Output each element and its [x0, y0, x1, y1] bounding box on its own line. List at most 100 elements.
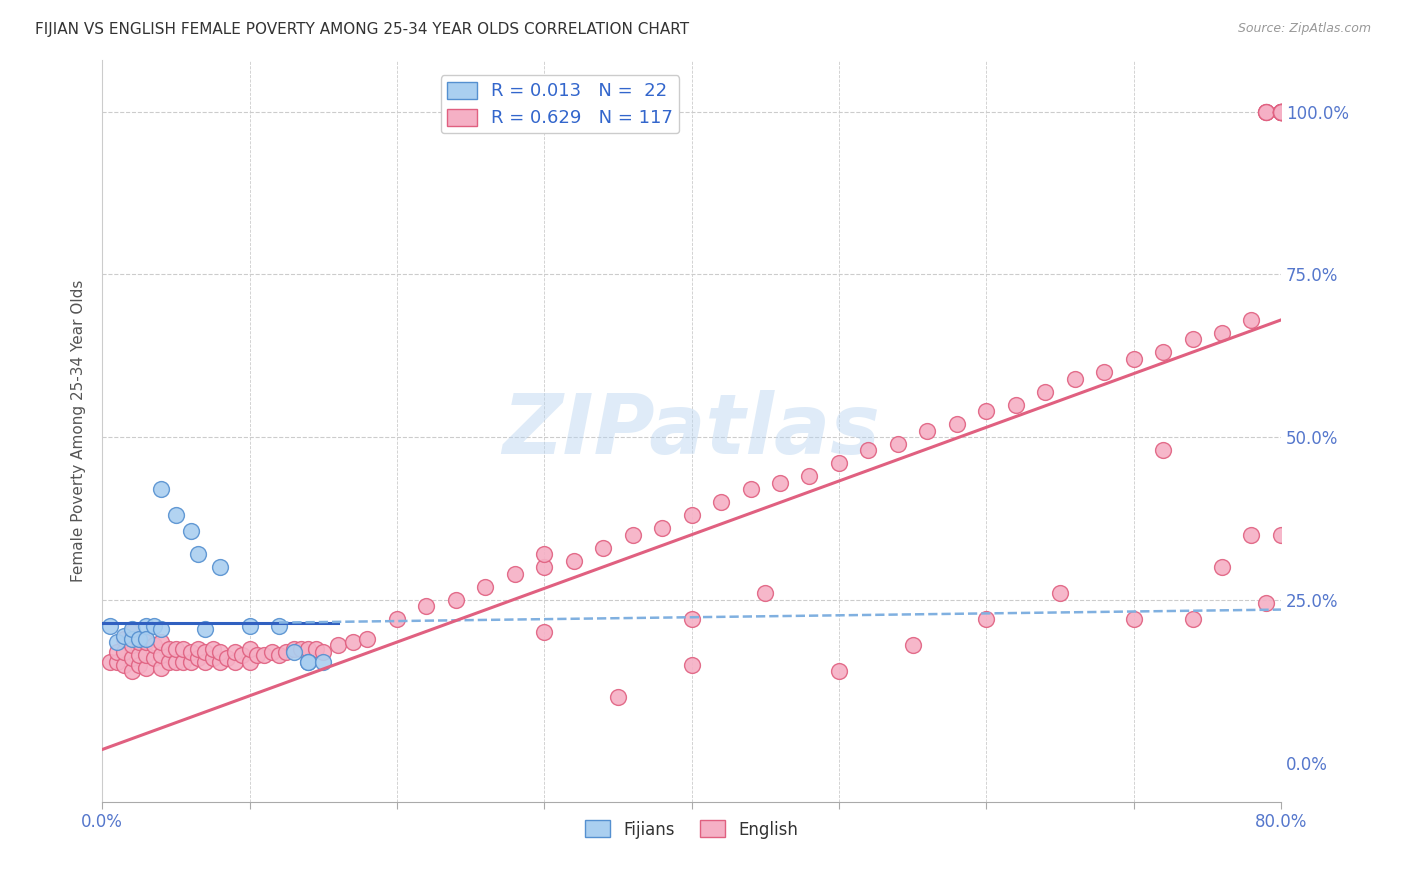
Point: [1033, 384, 1056, 399]
Point: [157, 641, 180, 656]
Point: [98, 655, 121, 669]
Point: [312, 655, 335, 669]
Point: [710, 495, 733, 509]
Point: [142, 619, 165, 633]
Point: [342, 635, 364, 649]
Point: [180, 524, 202, 539]
Point: [150, 482, 173, 496]
Point: [828, 456, 851, 470]
Point: [283, 641, 305, 656]
Text: Source: ZipAtlas.com: Source: ZipAtlas.com: [1237, 22, 1371, 36]
Point: [562, 554, 585, 568]
Point: [1240, 313, 1263, 327]
Point: [194, 622, 217, 636]
Point: [267, 648, 290, 662]
Point: [201, 651, 224, 665]
Point: [1270, 104, 1292, 119]
Point: [121, 632, 143, 646]
Point: [312, 645, 335, 659]
Point: [121, 665, 143, 679]
Point: [128, 648, 150, 662]
Point: [974, 612, 997, 626]
Point: [681, 508, 703, 523]
Point: [238, 655, 260, 669]
Point: [1240, 527, 1263, 541]
Point: [754, 586, 776, 600]
Point: [1122, 612, 1144, 626]
Point: [253, 648, 276, 662]
Point: [356, 632, 378, 646]
Point: [297, 655, 319, 669]
Point: [1152, 443, 1174, 458]
Point: [1270, 104, 1292, 119]
Point: [105, 655, 128, 669]
Point: [112, 657, 135, 672]
Point: [238, 619, 260, 633]
Point: [105, 645, 128, 659]
Point: [1211, 326, 1233, 340]
Point: [1270, 527, 1292, 541]
Point: [283, 645, 305, 659]
Point: [172, 641, 194, 656]
Point: [651, 521, 673, 535]
Point: [290, 641, 312, 656]
Point: [887, 436, 910, 450]
Point: [224, 645, 246, 659]
Point: [1270, 104, 1292, 119]
Point: [946, 417, 969, 431]
Point: [187, 547, 209, 561]
Point: [150, 622, 173, 636]
Point: [238, 641, 260, 656]
Point: [135, 632, 157, 646]
Point: [276, 645, 298, 659]
Point: [209, 560, 232, 574]
Text: ZIPatlas: ZIPatlas: [503, 390, 880, 471]
Point: [592, 541, 614, 555]
Point: [1270, 104, 1292, 119]
Point: [1211, 560, 1233, 574]
Point: [858, 443, 880, 458]
Point: [150, 635, 173, 649]
Point: [135, 635, 157, 649]
Y-axis label: Female Poverty Among 25-34 Year Olds: Female Poverty Among 25-34 Year Olds: [72, 279, 86, 582]
Point: [901, 639, 924, 653]
Point: [187, 651, 209, 665]
Point: [1256, 104, 1278, 119]
Point: [444, 592, 467, 607]
Point: [1270, 104, 1292, 119]
Point: [165, 655, 187, 669]
Point: [121, 622, 143, 636]
Point: [503, 566, 526, 581]
Point: [224, 655, 246, 669]
Point: [187, 641, 209, 656]
Point: [1049, 586, 1071, 600]
Point: [98, 619, 121, 633]
Point: [533, 625, 555, 640]
Point: [1270, 104, 1292, 119]
Point: [305, 641, 328, 656]
Point: [172, 655, 194, 669]
Point: [194, 645, 217, 659]
Point: [217, 651, 239, 665]
Point: [474, 580, 496, 594]
Point: [297, 655, 319, 669]
Point: [121, 639, 143, 653]
Point: [246, 648, 269, 662]
Point: [297, 641, 319, 656]
Point: [157, 655, 180, 669]
Point: [128, 632, 150, 646]
Point: [180, 645, 202, 659]
Point: [1256, 596, 1278, 610]
Point: [799, 469, 821, 483]
Point: [209, 655, 232, 669]
Point: [128, 635, 150, 649]
Point: [1181, 612, 1204, 626]
Point: [135, 619, 157, 633]
Point: [231, 648, 253, 662]
Point: [681, 657, 703, 672]
Point: [112, 629, 135, 643]
Point: [1270, 104, 1292, 119]
Point: [1256, 104, 1278, 119]
Point: [209, 645, 232, 659]
Point: [121, 651, 143, 665]
